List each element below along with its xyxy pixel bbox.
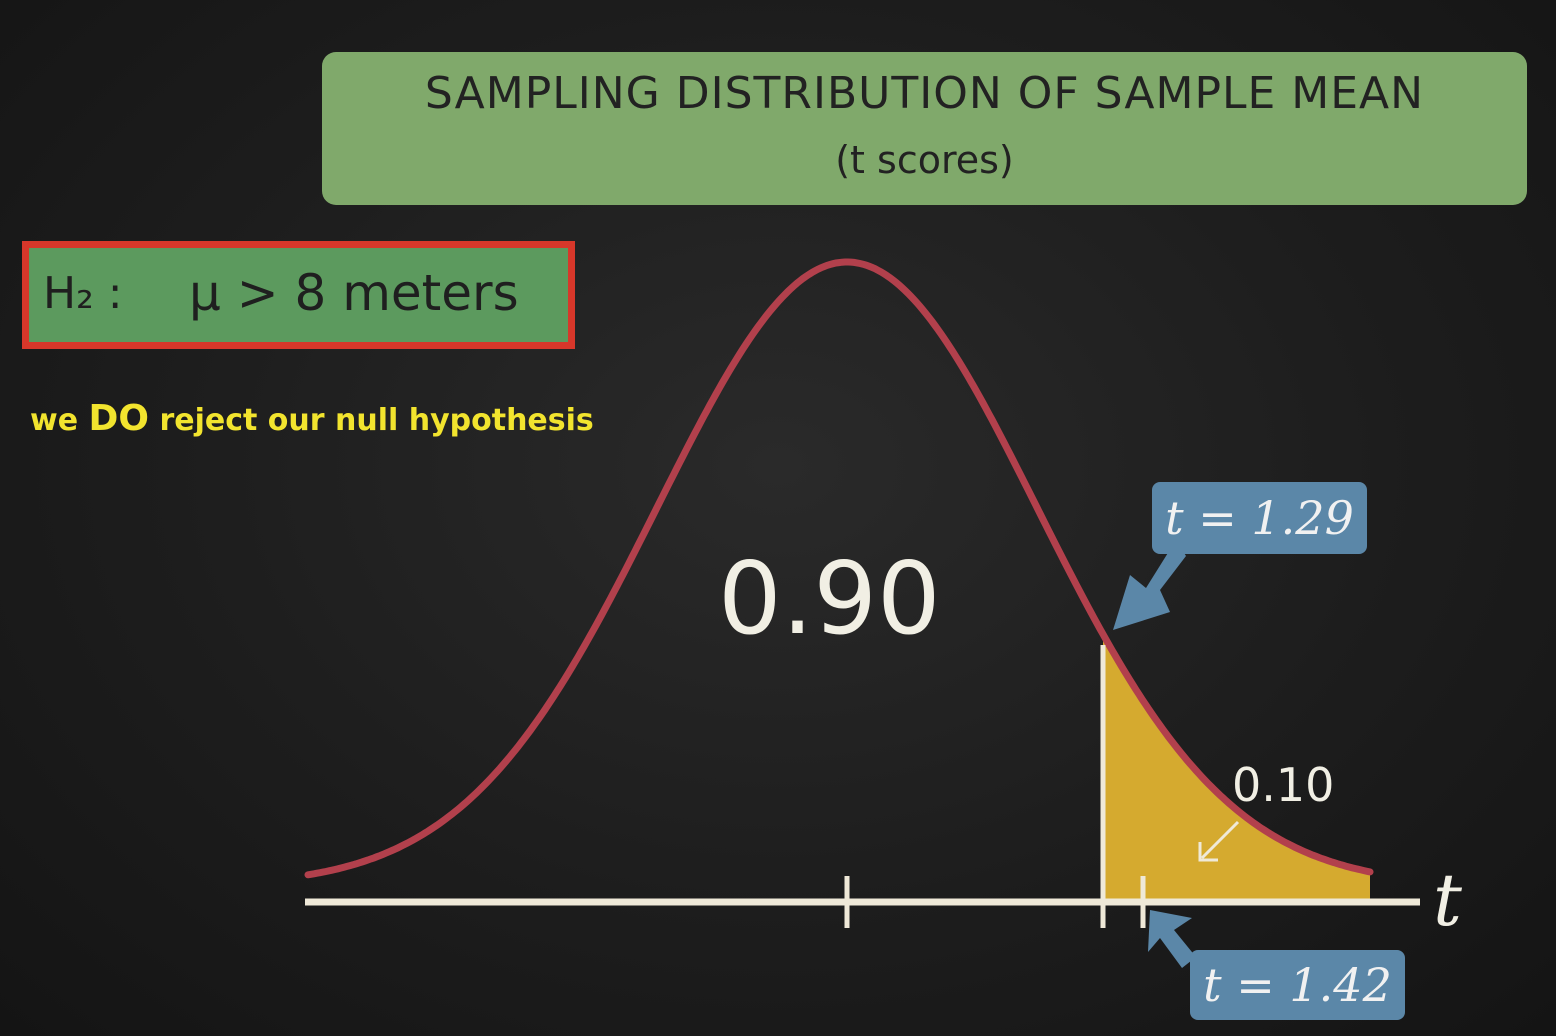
critical-t-callout: t = 1.29 [1152,482,1367,554]
conclusion-emphasis: DO [88,398,150,439]
conclusion-text: we DO reject our null hypothesis [30,398,594,439]
tail-probability-label: 0.10 [1232,758,1335,812]
hypothesis-statement: μ > 8 meters [189,264,519,322]
observed-t-callout: t = 1.42 [1190,950,1405,1020]
shaded-tail-region [1103,634,1370,902]
title-subtitle: (t scores) [835,138,1014,182]
title-banner: SAMPLING DISTRIBUTION OF SAMPLE MEAN (t … [322,52,1527,205]
critical-callout-arrow [1113,540,1186,630]
hypothesis-label: H₂ : [43,268,123,319]
title-main: SAMPLING DISTRIBUTION OF SAMPLE MEAN [424,68,1425,119]
center-probability-label: 0.90 [718,540,941,657]
t-distribution-curve [304,258,1374,879]
alternative-hypothesis-box: H₂ : μ > 8 meters [22,241,575,349]
axis-label: t [1433,858,1462,942]
conclusion-suffix: reject our null hypothesis [149,403,594,438]
observed-callout-arrow [1148,910,1196,968]
tail-pointer-arrow [1198,820,1240,862]
conclusion-prefix: we [30,403,89,438]
